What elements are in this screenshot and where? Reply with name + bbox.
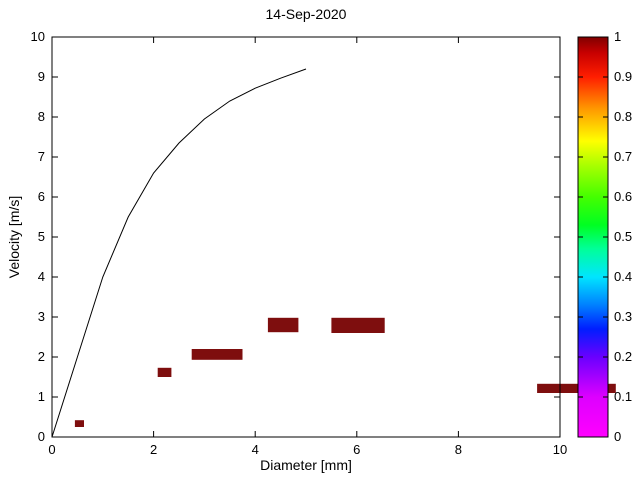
y-tick-label: 10: [31, 29, 45, 44]
velocity-diameter-patch: [537, 383, 616, 393]
x-tick-label: 2: [150, 442, 157, 457]
colorbar-tick-label: 0.6: [614, 189, 632, 204]
velocity-diameter-patch: [331, 317, 385, 333]
colorbar-tick-label: 0.1: [614, 389, 632, 404]
x-axis-label: Diameter [mm]: [260, 457, 352, 473]
y-tick-label: 4: [38, 269, 45, 284]
x-tick-label: 0: [48, 442, 55, 457]
x-tick-label: 8: [455, 442, 462, 457]
x-tick-label: 4: [252, 442, 259, 457]
y-tick-label: 7: [38, 149, 45, 164]
colorbar-tick-label: 1: [614, 29, 621, 44]
terminal-velocity-curve: [51, 68, 307, 438]
colorbar-tick-label: 0.3: [614, 309, 632, 324]
colorbar-tick-label: 0.7: [614, 149, 632, 164]
y-tick-label: 2: [38, 349, 45, 364]
y-axis-label: Velocity [m/s]: [6, 195, 22, 279]
axes-box: [51, 36, 561, 438]
y-tick-label: 9: [38, 69, 45, 84]
y-tick-label: 3: [38, 309, 45, 324]
chart-title: 14-Sep-2020: [265, 6, 347, 22]
y-tick-label: 8: [38, 109, 45, 124]
x-tick-label: 6: [353, 442, 360, 457]
y-tick-label: 1: [38, 389, 45, 404]
colorbar-tick-label: 0.2: [614, 349, 632, 364]
colorbar-tick-label: 0.8: [614, 109, 632, 124]
y-tick-label: 6: [38, 189, 45, 204]
velocity-diameter-patch: [74, 420, 84, 427]
colorbar-tick-label: 0.5: [614, 229, 632, 244]
colorbar-tick-label: 0.4: [614, 269, 632, 284]
y-tick-label: 0: [38, 429, 45, 444]
y-tick-label: 5: [38, 229, 45, 244]
x-tick-label: 10: [553, 442, 567, 457]
colorbar-tick-label: 0.9: [614, 69, 632, 84]
velocity-diameter-patch: [267, 317, 299, 333]
velocity-diameter-patch: [191, 349, 243, 360]
velocity-diameter-patch: [157, 367, 172, 377]
colorbar-tick-label: 0: [614, 429, 621, 444]
